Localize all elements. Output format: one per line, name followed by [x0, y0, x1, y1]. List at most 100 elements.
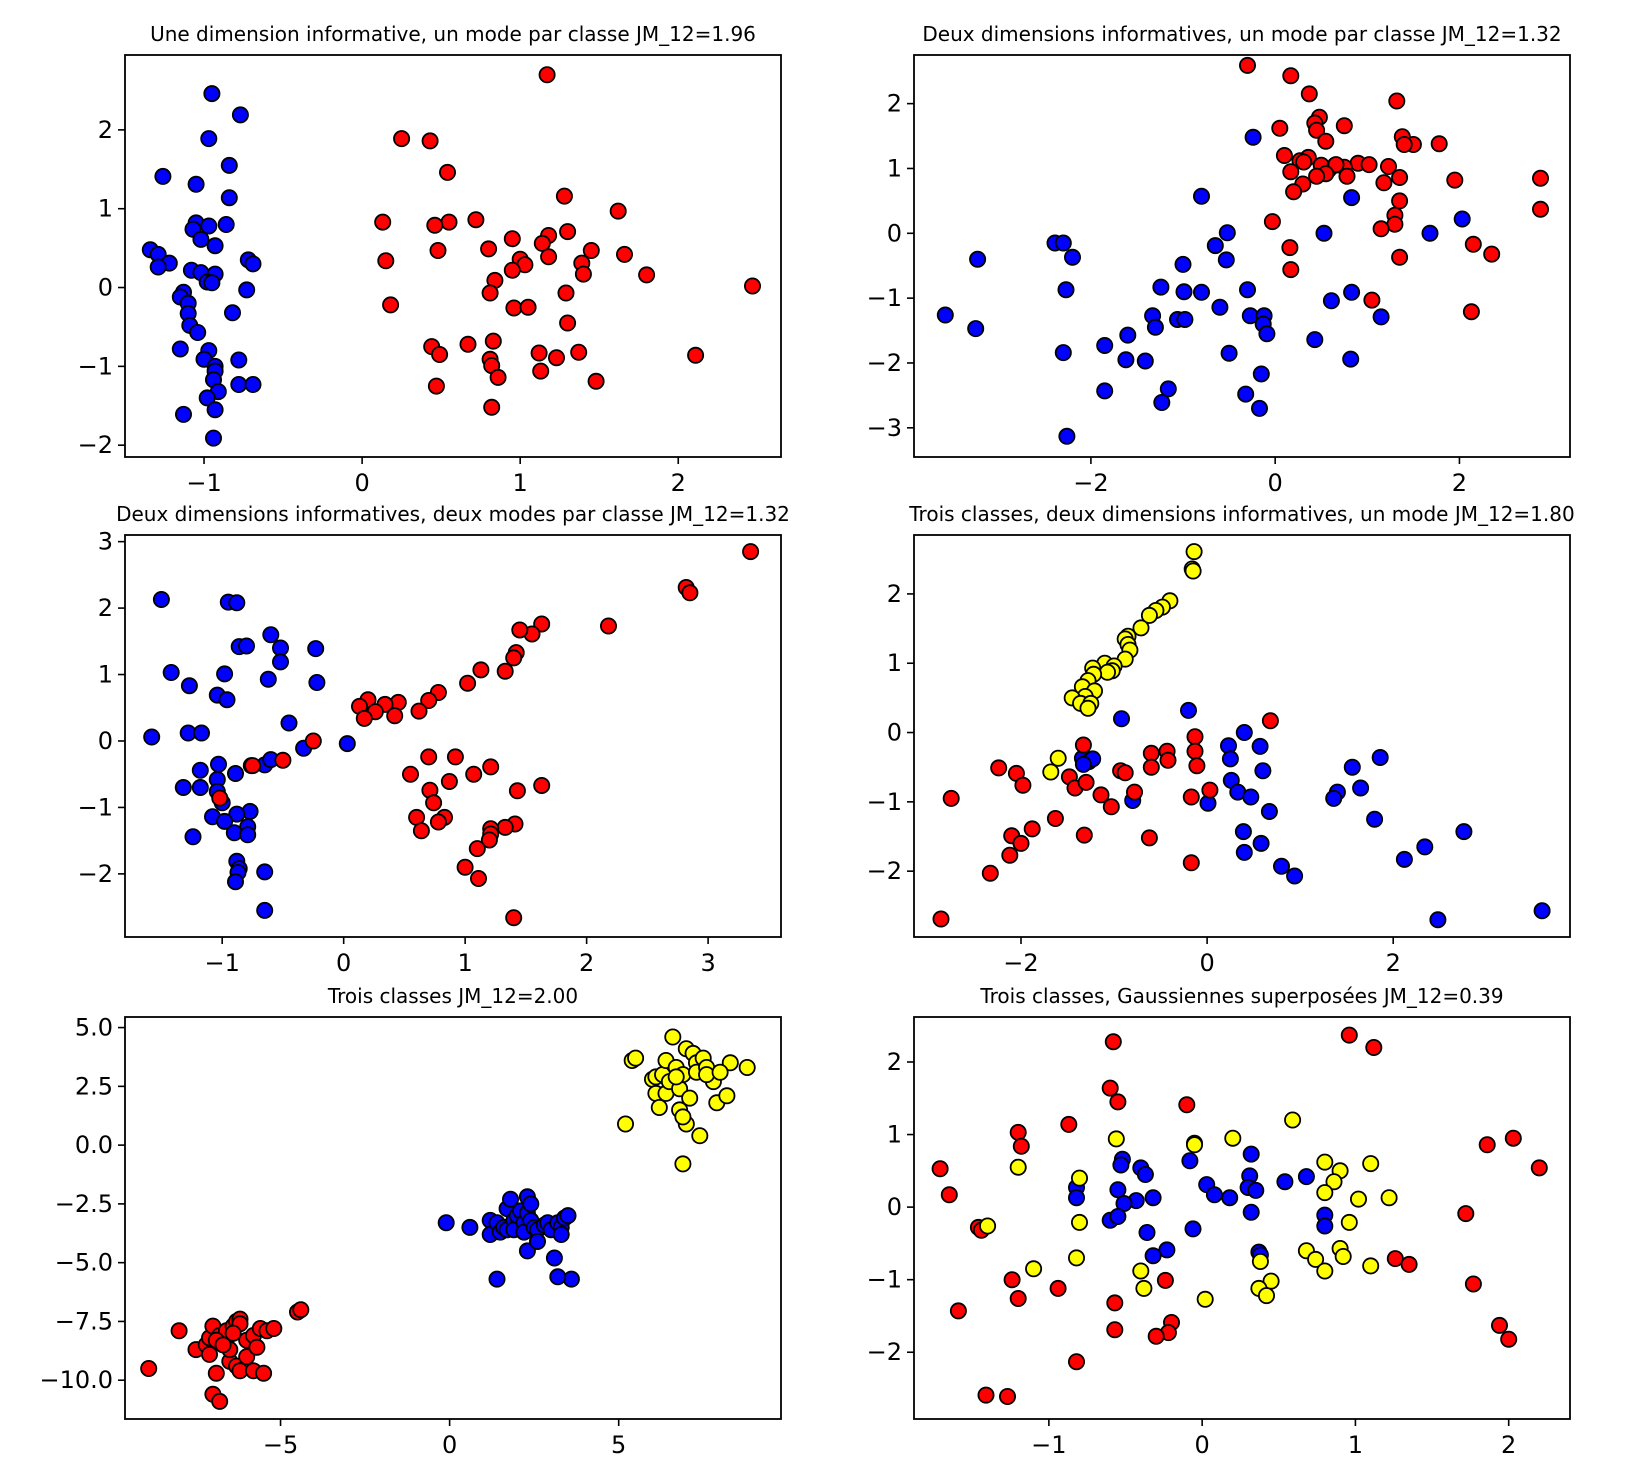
data-point-series-2	[468, 840, 486, 858]
data-point-series-3	[691, 1127, 709, 1145]
data-point-series-1	[140, 1360, 158, 1378]
data-point-series-2	[488, 1270, 506, 1288]
data-point-series-1	[1352, 779, 1370, 797]
data-point-series-2	[412, 822, 430, 840]
data-point-series-1	[143, 728, 161, 746]
data-point-series-2	[609, 202, 627, 220]
data-point-series-2	[374, 213, 392, 231]
y-tick-label: 0	[98, 727, 113, 755]
axes-frame	[124, 54, 782, 458]
data-point-series-3	[1340, 1213, 1358, 1231]
x-tick-label: 2	[1501, 1431, 1516, 1459]
data-point-series-1	[265, 1320, 283, 1338]
data-point-series-1	[1159, 380, 1177, 398]
data-point-series-1	[977, 1386, 995, 1404]
data-point-series-3	[1184, 562, 1202, 580]
y-tick-label: −2	[867, 349, 902, 377]
data-point-series-2	[1271, 119, 1289, 137]
data-point-series-2	[1261, 712, 1279, 730]
data-point-series-1	[1340, 1026, 1358, 1044]
data-point-series-2	[1464, 235, 1482, 253]
data-point-series-2	[1242, 1145, 1260, 1163]
data-point-series-1	[1500, 1330, 1518, 1348]
data-point-series-1	[226, 765, 244, 783]
data-point-series-2	[529, 1233, 547, 1251]
data-point-series-2	[1335, 117, 1353, 135]
points	[931, 1026, 1548, 1406]
data-point-series-2	[557, 284, 575, 302]
data-point-series-1	[1109, 1093, 1127, 1111]
y-tick-label: −1	[867, 1266, 902, 1294]
y-tick-label: 2	[887, 580, 902, 608]
data-point-series-2	[1075, 826, 1093, 844]
data-point-series-1	[259, 670, 277, 688]
y-tick-label: 1	[887, 1121, 902, 1149]
data-point-series-3	[674, 1108, 692, 1126]
data-point-series-3	[1251, 1253, 1269, 1271]
data-point-series-1	[1252, 834, 1270, 852]
data-point-series-1	[189, 323, 207, 341]
data-point-series-2	[1363, 291, 1381, 309]
data-point-series-2	[1391, 192, 1409, 210]
data-point-series-1	[1342, 350, 1360, 368]
data-point-series-1	[1101, 1079, 1119, 1097]
data-point-series-3	[1362, 1257, 1380, 1275]
subplot-title: Deux dimensions informatives, deux modes…	[116, 502, 790, 526]
data-point-series-2	[386, 707, 404, 725]
data-point-series-2	[1446, 171, 1464, 189]
data-point-series-1	[1012, 1137, 1030, 1155]
data-point-series-2	[1483, 245, 1501, 263]
data-point-series-1	[1074, 755, 1092, 773]
data-point-series-1	[1009, 1290, 1027, 1308]
data-point-series-1	[217, 215, 235, 233]
data-point-series-1	[191, 779, 209, 797]
data-point-series-1	[1106, 1321, 1124, 1339]
data-point-series-3	[1334, 1248, 1352, 1266]
data-point-series-2	[1142, 744, 1160, 762]
subplot-title: Trois classes, Gaussiennes superposées J…	[979, 984, 1503, 1008]
data-point-series-2	[1282, 261, 1300, 279]
data-point-series-2	[503, 230, 521, 248]
data-point-series-2	[393, 130, 411, 148]
data-point-series-2	[438, 163, 456, 181]
data-point-series-1	[1175, 283, 1193, 301]
data-point-series-2	[431, 345, 449, 363]
points	[932, 543, 1551, 929]
y-tick-label: 0	[887, 1193, 902, 1221]
data-point-series-1	[203, 85, 221, 103]
data-point-series-1	[1533, 902, 1551, 920]
data-point-series-1	[262, 626, 280, 644]
data-point-series-3	[1107, 1130, 1125, 1148]
x-tick-label: 0	[1268, 469, 1283, 497]
y-tick-label: −2	[78, 431, 113, 459]
subplot-3: Deux dimensions informatives, deux modes…	[78, 502, 790, 977]
data-point-series-1	[292, 1301, 310, 1319]
data-point-series-1	[1060, 1115, 1078, 1133]
data-point-series-1	[1455, 823, 1473, 841]
data-point-series-1	[244, 375, 262, 393]
data-point-series-1	[1258, 325, 1276, 343]
data-point-series-1	[1306, 331, 1324, 349]
data-point-series-1	[1206, 237, 1224, 255]
data-point-series-2	[472, 661, 490, 679]
data-point-series-1	[1152, 278, 1170, 296]
data-point-series-1	[271, 653, 289, 671]
data-point-series-1	[206, 237, 224, 255]
data-point-series-2	[425, 794, 443, 812]
data-point-series-1	[1146, 318, 1164, 336]
data-point-series-1	[1251, 399, 1269, 417]
data-point-series-2	[1068, 1189, 1086, 1207]
data-point-series-2	[1281, 239, 1299, 257]
data-point-series-2	[1372, 220, 1390, 238]
data-point-series-1	[1106, 1294, 1124, 1312]
subplot-title: Trois classes, deux dimensions informati…	[908, 502, 1574, 526]
data-point-series-2	[990, 759, 1008, 777]
x-tick-label: 2	[671, 469, 686, 497]
data-point-series-1	[228, 594, 246, 612]
data-point-series-3	[1258, 1287, 1276, 1305]
data-point-series-1	[1054, 234, 1072, 252]
data-point-series-1	[154, 167, 172, 185]
data-point-series-3	[721, 1054, 739, 1072]
data-point-series-1	[1054, 344, 1072, 362]
